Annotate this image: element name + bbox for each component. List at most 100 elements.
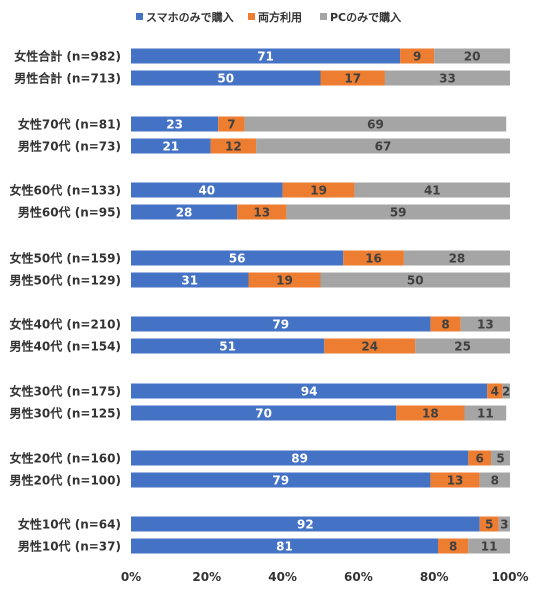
- legend-label-1: 両方利用: [258, 10, 302, 24]
- data-label: 79: [272, 318, 289, 332]
- data-label: 50: [407, 274, 424, 288]
- data-label: 13: [253, 206, 270, 220]
- data-label: 59: [390, 206, 407, 220]
- bar-segment: [460, 316, 510, 332]
- data-label: 51: [219, 340, 236, 354]
- legend-label-2: PCのみで購入: [330, 10, 401, 24]
- data-label: 94: [301, 385, 318, 399]
- data-label: 3: [500, 518, 508, 532]
- data-label: 11: [477, 407, 494, 421]
- bar-segment: [131, 316, 431, 332]
- bar-segment: [403, 250, 510, 266]
- bar-segment: [131, 182, 283, 198]
- data-label: 19: [310, 184, 327, 198]
- data-label: 67: [375, 140, 392, 154]
- bar-segment: [437, 538, 469, 554]
- data-label: 7: [227, 118, 235, 132]
- bar-segment: [131, 383, 488, 399]
- data-label: 21: [162, 140, 179, 154]
- tick-label: 20%: [192, 570, 221, 584]
- bar-segment: [131, 338, 325, 354]
- bar-segment: [131, 538, 438, 554]
- category-label: 男性30代 (n=125): [10, 406, 122, 421]
- bar-segment: [320, 70, 385, 86]
- category-label: 女性合計 (n=982): [14, 49, 121, 64]
- bar-segment: [400, 48, 435, 64]
- data-label: 33: [439, 72, 456, 86]
- data-label: 8: [491, 474, 499, 488]
- data-label: 13: [477, 318, 494, 332]
- category-label: 男性70代 (n=73): [18, 139, 121, 154]
- bar-segment: [131, 472, 431, 488]
- bar-segment: [131, 272, 249, 288]
- category-label: 男性40代 (n=154): [10, 339, 122, 354]
- data-label: 8: [441, 318, 449, 332]
- tick-label: 80%: [420, 570, 449, 584]
- category-label: 女性50代 (n=159): [10, 251, 122, 266]
- data-label: 28: [176, 206, 193, 220]
- category-label: 女性10代 (n=64): [18, 517, 121, 532]
- legend: スマホのみで購入 両方利用 PCのみで購入: [136, 10, 401, 24]
- data-label: 6: [476, 452, 484, 466]
- bar-segment: [131, 250, 344, 266]
- category-label: 女性20代 (n=160): [10, 451, 122, 466]
- data-label: 70: [255, 407, 272, 421]
- bar-segment: [282, 182, 355, 198]
- bar-segment: [131, 516, 480, 532]
- legend-swatch-0: [136, 13, 143, 20]
- bar-segment: [248, 272, 321, 288]
- data-label: 17: [344, 72, 361, 86]
- data-label: 79: [272, 474, 289, 488]
- data-label: 23: [166, 118, 183, 132]
- bar-segment: [131, 450, 469, 466]
- data-label: 24: [361, 340, 378, 354]
- tick-label: 40%: [268, 570, 297, 584]
- legend-swatch-2: [320, 13, 327, 20]
- category-label: 女性70代 (n=81): [18, 117, 121, 132]
- data-label: 20: [464, 50, 481, 64]
- bar-segment: [286, 204, 510, 220]
- data-label: 92: [297, 518, 314, 532]
- bar-segment: [218, 116, 245, 132]
- bar-segment: [415, 338, 510, 354]
- bar-segment: [498, 516, 510, 532]
- category-label: 女性60代 (n=133): [10, 183, 122, 198]
- data-label: 16: [365, 252, 382, 266]
- category-label: 男性10代 (n=37): [18, 539, 121, 554]
- data-label: 11: [481, 540, 498, 554]
- category-label: 男性合計 (n=713): [14, 71, 121, 86]
- bar-segment: [434, 48, 510, 64]
- data-label: 69: [367, 118, 384, 132]
- data-label: 41: [424, 184, 441, 198]
- data-label: 19: [276, 274, 293, 288]
- data-label: 28: [449, 252, 466, 266]
- bar-segment: [131, 116, 219, 132]
- category-label: 男性20代 (n=100): [10, 473, 122, 488]
- bar-segment: [320, 272, 510, 288]
- bar-segment: [502, 383, 510, 399]
- data-label: 71: [257, 50, 274, 64]
- data-label: 5: [485, 518, 493, 532]
- bar-segment: [343, 250, 404, 266]
- tick-label: 60%: [344, 570, 373, 584]
- bar-segment: [131, 204, 238, 220]
- bar-segment: [464, 405, 507, 421]
- category-axis: 女性合計 (n=982) 男性合計 (n=713) 女性70代 (n=81) 男性70…: [10, 49, 122, 554]
- bar-segment: [131, 138, 211, 154]
- data-label: 4: [491, 385, 499, 399]
- bar-segment: [131, 48, 401, 64]
- bar-segment: [396, 405, 465, 421]
- bar-segment: [468, 450, 492, 466]
- bar-segment: [237, 204, 287, 220]
- category-label: 女性30代 (n=175): [10, 384, 122, 399]
- tick-label: 100%: [491, 570, 528, 584]
- bar-segment: [354, 182, 510, 198]
- data-label: 31: [181, 274, 198, 288]
- bar-segment: [324, 338, 416, 354]
- data-label: 13: [447, 474, 464, 488]
- tick-label: 0%: [121, 570, 141, 584]
- bar-segment: [131, 70, 321, 86]
- legend-label-0: スマホのみで購入: [146, 10, 234, 24]
